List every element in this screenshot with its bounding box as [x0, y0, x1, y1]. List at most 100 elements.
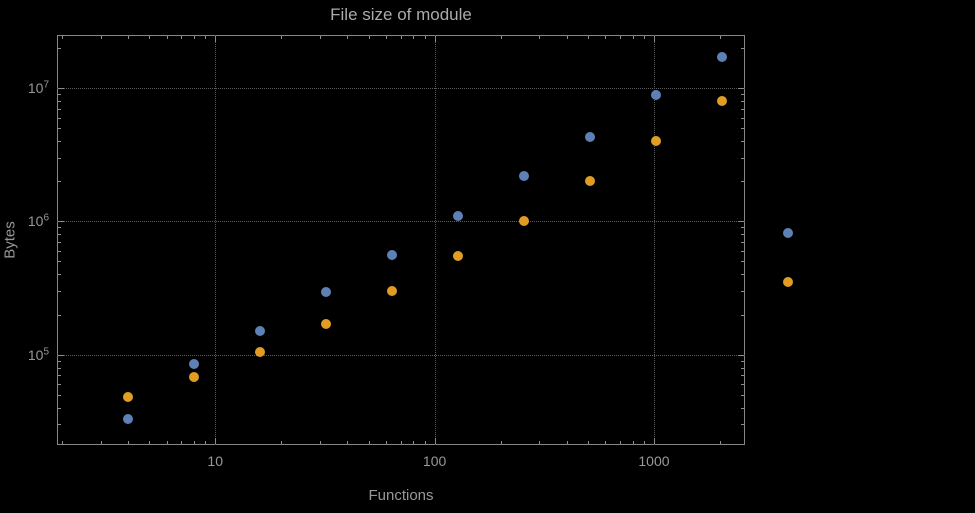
y-tick [741, 234, 744, 236]
data-point-series-blue [519, 170, 530, 181]
x-tick [539, 36, 541, 39]
data-point-series-orange [387, 286, 398, 297]
y-tick [741, 117, 744, 119]
y-tick-label: 105 [27, 345, 49, 363]
x-tick [566, 36, 568, 39]
gridline-vertical [653, 35, 655, 445]
x-tick [181, 36, 183, 39]
y-tick [741, 291, 744, 293]
y-tick [58, 227, 61, 229]
y-tick [741, 367, 744, 369]
data-point-series-blue [783, 227, 794, 238]
x-tick [632, 441, 634, 444]
gridline-horizontal [57, 221, 745, 223]
y-tick [741, 375, 744, 377]
x-tick [385, 441, 387, 444]
x-tick [653, 36, 655, 42]
x-tick [434, 438, 436, 444]
y-tick [58, 94, 61, 96]
data-point-series-blue [453, 210, 464, 221]
y-tick [58, 407, 61, 409]
x-tick [720, 441, 721, 444]
data-point-series-orange [453, 250, 464, 261]
data-point-series-blue [585, 131, 596, 142]
y-tick [741, 157, 744, 159]
y-tick [741, 141, 744, 143]
y-tick-label: 107 [27, 79, 49, 97]
x-tick [605, 441, 607, 444]
y-tick [58, 291, 61, 293]
x-tick [434, 36, 436, 42]
x-tick [643, 36, 645, 39]
x-tick [619, 36, 621, 39]
y-tick [741, 261, 744, 263]
x-tick [205, 441, 207, 444]
x-tick [347, 36, 349, 39]
x-tick [193, 36, 195, 39]
y-tick [741, 250, 744, 252]
x-tick [566, 441, 568, 444]
data-point-series-orange [188, 371, 199, 382]
y-tick [58, 314, 61, 316]
x-tick [215, 438, 217, 444]
y-tick [58, 128, 61, 130]
x-tick [632, 36, 634, 39]
x-tick [281, 36, 283, 39]
y-tick [738, 221, 744, 223]
x-tick [193, 441, 195, 444]
x-tick [181, 441, 183, 444]
x-tick [149, 441, 151, 444]
y-tick [58, 360, 61, 362]
y-tick [741, 274, 744, 276]
data-point-series-orange [321, 318, 332, 329]
y-tick [741, 94, 744, 96]
y-tick [58, 141, 61, 143]
y-tick [58, 117, 61, 119]
y-tick [58, 375, 61, 377]
y-tick [58, 100, 61, 102]
y-tick [58, 88, 64, 90]
x-tick [127, 36, 129, 39]
y-tick [58, 181, 61, 183]
x-tick [319, 441, 321, 444]
y-tick [741, 128, 744, 130]
x-tick [413, 36, 415, 39]
y-tick [58, 394, 61, 396]
y-tick [741, 47, 744, 49]
x-tick [653, 438, 655, 444]
x-tick [166, 441, 168, 444]
y-tick [58, 261, 61, 263]
data-point-series-blue [717, 52, 728, 63]
data-point-series-blue [651, 90, 662, 101]
x-tick [149, 36, 151, 39]
y-tick [741, 360, 744, 362]
data-point-series-orange [651, 136, 662, 147]
y-tick [741, 384, 744, 386]
chart-title: File size of module [330, 5, 472, 24]
x-tick [720, 36, 721, 39]
x-tick [166, 36, 168, 39]
x-tick [368, 441, 370, 444]
x-tick [587, 441, 589, 444]
x-tick [215, 36, 217, 42]
data-point-series-orange [254, 346, 265, 357]
y-tick [741, 241, 744, 243]
gridline-horizontal [57, 354, 745, 356]
x-tick [61, 36, 63, 39]
x-tick [319, 36, 321, 39]
y-tick [741, 108, 744, 110]
gridline-vertical [215, 35, 217, 445]
x-tick [385, 36, 387, 39]
x-tick [400, 36, 402, 39]
x-tick [127, 441, 129, 444]
x-tick [100, 36, 102, 39]
y-tick [741, 424, 744, 426]
x-tick [347, 441, 349, 444]
x-tick [539, 441, 541, 444]
y-tick [58, 241, 61, 243]
y-tick [58, 250, 61, 252]
x-tick [424, 441, 426, 444]
x-tick [100, 441, 102, 444]
x-axis-label: Functions [368, 487, 434, 504]
